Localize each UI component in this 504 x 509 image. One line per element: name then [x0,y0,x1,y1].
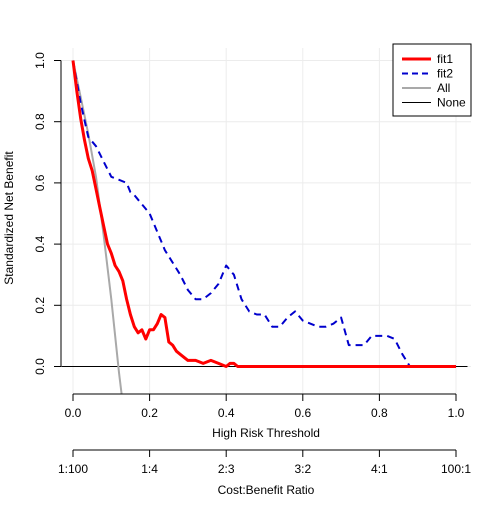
cost-benefit-tick-label: 3:2 [294,462,311,476]
legend-label-all: All [437,81,450,95]
cost-benefit-tick-label: 2:3 [218,462,235,476]
x-tick-label: 0.0 [65,406,82,420]
cost-benefit-tick-label: 1:100 [58,462,88,476]
x-tick-label: 1.0 [448,406,465,420]
y-tick-label: 0.6 [33,174,47,191]
legend-label-none: None [437,96,466,110]
cost-benefit-axis-title: Cost:Benefit Ratio [218,483,315,497]
x-tick-label: 0.8 [371,406,388,420]
y-tick-label: 0.4 [33,235,47,252]
x-axis-title: High Risk Threshold [212,426,320,440]
legend-label-fit1: fit1 [437,52,453,66]
x-tick-label: 0.4 [218,406,235,420]
y-tick-label: 1.0 [33,52,47,69]
y-tick-label: 0.8 [33,113,47,130]
series-layer [71,60,456,394]
cost-benefit-tick-label: 1:4 [141,462,158,476]
cost-benefit-tick-label: 4:1 [371,462,388,476]
axes-layer [60,60,456,451]
y-axis-title: Standardized Net Benefit [2,151,16,285]
y-tick-label: 0.0 [33,358,47,375]
legend-box [392,43,472,117]
y-tick-label: 0.2 [33,297,47,314]
x-tick-label: 0.6 [294,406,311,420]
series-line-fit2 [72,60,456,368]
series-line-fit1 [71,60,456,368]
ticks-layer: 0.0 0.2 0.4 0.6 0.8 1.0 0.0 0.2 0.4 0.6 0.8 1.0 1:10… [33,52,471,476]
legend-label-fit2: fit2 [437,67,453,81]
x-tick-label: 0.2 [141,406,158,420]
cost-benefit-tick-label: 100:1 [441,462,471,476]
